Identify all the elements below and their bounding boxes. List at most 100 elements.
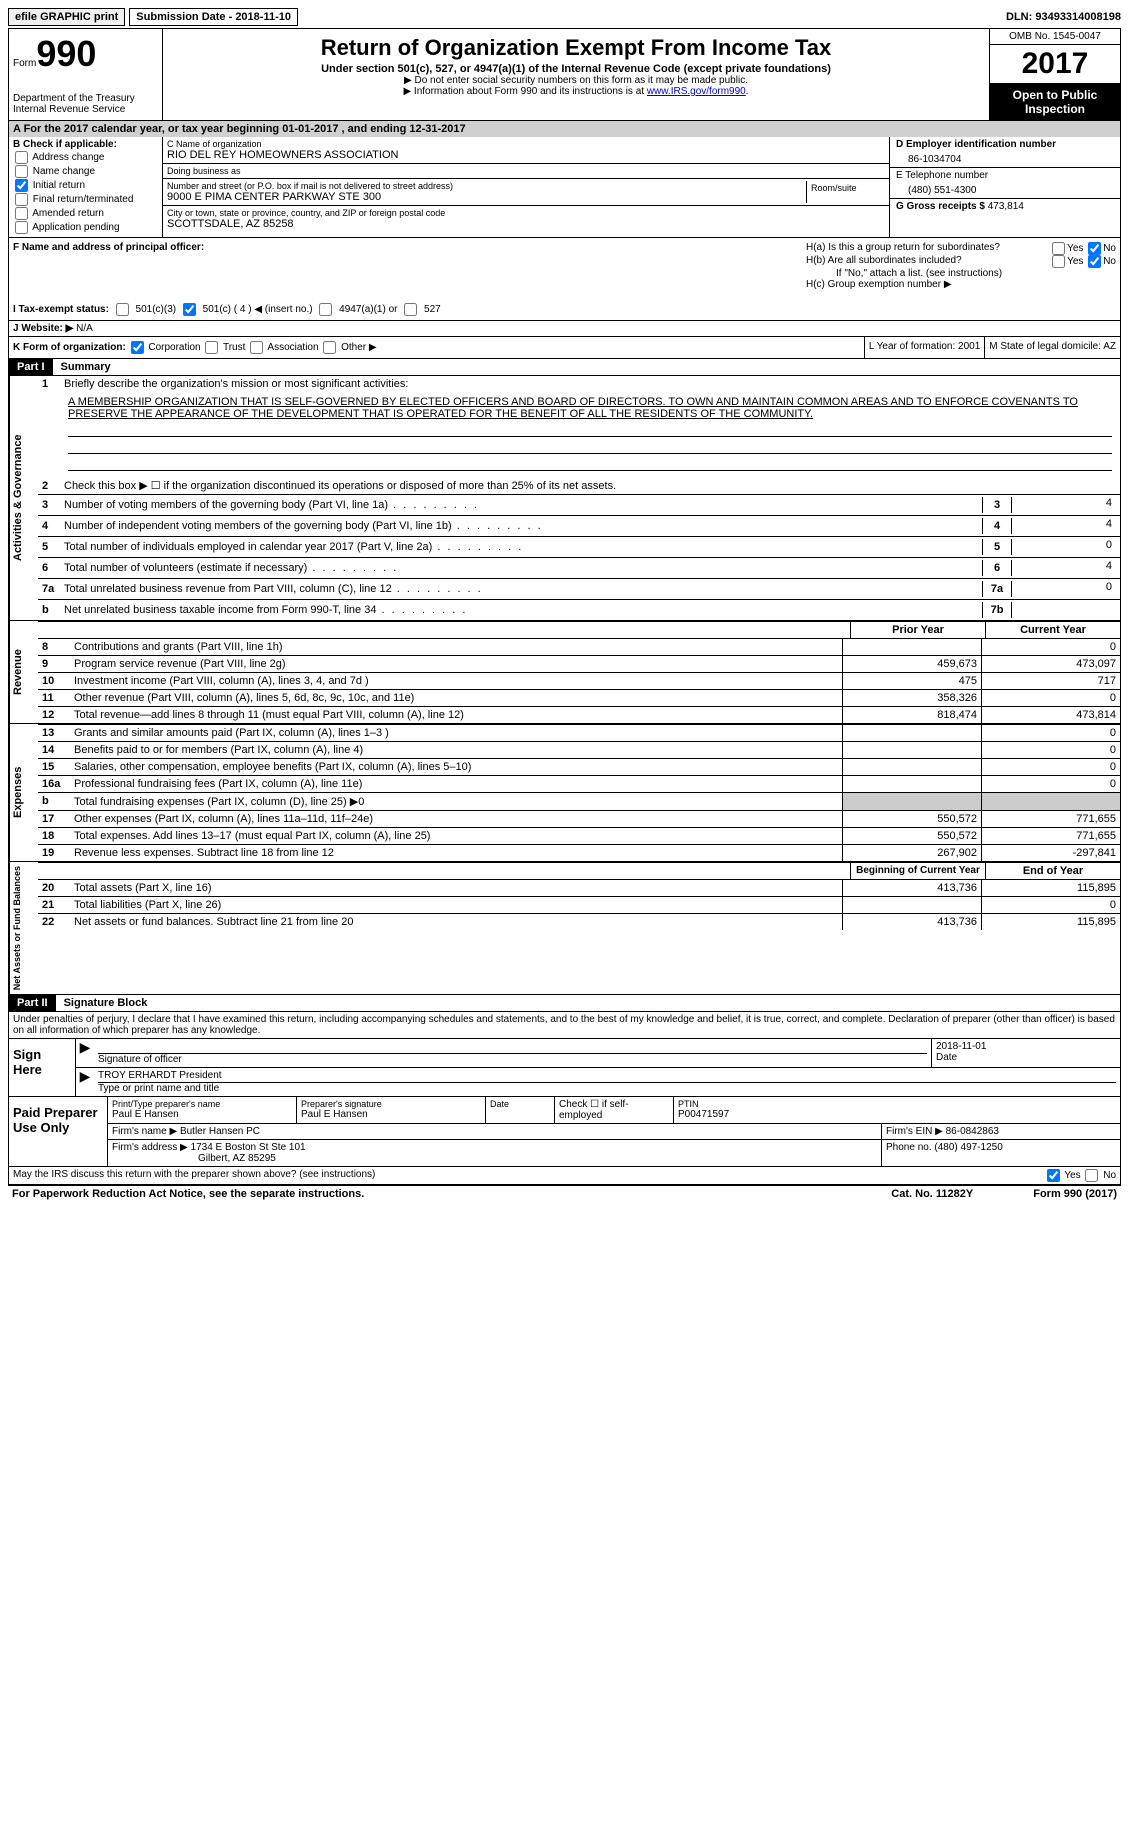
mission-text: A MEMBERSHIP ORGANIZATION THAT IS SELF-G… xyxy=(68,396,1078,420)
summary-line: 6Total number of volunteers (estimate if… xyxy=(38,557,1120,578)
tax-exempt-label: I Tax-exempt status: xyxy=(13,304,109,315)
firm-addr1: 1734 E Boston St Ste 101 xyxy=(191,1142,306,1153)
ein-label: D Employer identification number xyxy=(896,139,1114,150)
colb-checkbox-item[interactable]: Name change xyxy=(13,165,158,178)
officer-name: TROY ERHARDT President xyxy=(98,1070,1116,1083)
prep-name: Paul E Hansen xyxy=(112,1109,292,1120)
form-org-label: K Form of organization: xyxy=(13,342,126,353)
part1-header: Part I xyxy=(9,359,53,375)
exp-section: Expenses 13Grants and similar amounts pa… xyxy=(8,724,1121,862)
tax-status-checkbox[interactable] xyxy=(319,303,332,316)
net-side-label: Net Assets or Fund Balances xyxy=(9,862,38,994)
state-domicile: M State of legal domicile: AZ xyxy=(984,337,1120,358)
part2-header: Part II xyxy=(9,995,56,1011)
city-label: City or town, state or province, country… xyxy=(167,208,885,218)
sig-block-title: Signature Block xyxy=(56,995,156,1011)
part2-row: Part II Signature Block xyxy=(8,995,1121,1012)
hint-info: ▶ Information about Form 990 and its ins… xyxy=(403,86,646,97)
summary-line: bNet unrelated business taxable income f… xyxy=(38,599,1120,620)
colb-checkbox-item[interactable]: Initial return xyxy=(13,179,158,192)
summary-line: 14Benefits paid to or for members (Part … xyxy=(38,741,1120,758)
gov-side-label: Activities & Governance xyxy=(9,376,38,620)
prep-date-label: Date xyxy=(490,1099,550,1109)
hb-no-checkbox[interactable] xyxy=(1088,255,1101,268)
org-form-checkbox[interactable] xyxy=(323,341,336,354)
firm-name-label: Firm's name ▶ xyxy=(112,1126,177,1137)
summary-line: 11Other revenue (Part VIII, column (A), … xyxy=(38,689,1120,706)
blank-line xyxy=(68,439,1112,454)
room-label: Room/suite xyxy=(807,181,885,203)
col-b-checkboxes: B Check if applicable: Address change Na… xyxy=(9,137,163,237)
cat-no: Cat. No. 11282Y xyxy=(891,1188,973,1200)
form-subtitle: Under section 501(c), 527, or 4947(a)(1)… xyxy=(171,63,981,75)
block-fh: F Name and address of principal officer:… xyxy=(8,238,1121,321)
sign-here-label: Sign Here xyxy=(9,1039,76,1096)
prep-sig: Paul E Hansen xyxy=(301,1109,481,1120)
colb-checkbox-item[interactable]: Application pending xyxy=(13,221,158,234)
org-form-checkbox[interactable] xyxy=(205,341,218,354)
org-name-label: C Name of organization xyxy=(167,139,885,149)
pra-notice: For Paperwork Reduction Act Notice, see … xyxy=(12,1188,891,1200)
tax-year: 2017 xyxy=(990,45,1120,84)
firm-phone: (480) 497-1250 xyxy=(934,1142,1002,1153)
irs-link[interactable]: www.IRS.gov/form990 xyxy=(647,86,746,97)
summary-line: 19Revenue less expenses. Subtract line 1… xyxy=(38,844,1120,861)
prior-year-header: Prior Year xyxy=(850,622,985,638)
summary-line: 18Total expenses. Add lines 13–17 (must … xyxy=(38,827,1120,844)
summary-line: 21Total liabilities (Part X, line 26)0 xyxy=(38,896,1120,913)
hb-note: If "No," attach a list. (see instruction… xyxy=(806,268,1116,279)
org-form-checkbox[interactable] xyxy=(131,341,144,354)
row-j-website: J Website: ▶ N/A xyxy=(8,321,1121,337)
footer: For Paperwork Reduction Act Notice, see … xyxy=(8,1185,1121,1202)
discuss-yes-checkbox[interactable] xyxy=(1047,1169,1060,1182)
street-value: 9000 E PIMA CENTER PARKWAY STE 300 xyxy=(167,191,806,203)
ha-label: H(a) Is this a group return for subordin… xyxy=(806,242,1000,253)
ptin-value: P00471597 xyxy=(678,1109,1116,1120)
row-a-tax-year: A For the 2017 calendar year, or tax yea… xyxy=(8,121,1121,137)
ein-value: 86-1034704 xyxy=(896,150,1114,165)
discuss-no-checkbox[interactable] xyxy=(1085,1169,1098,1182)
net-section: Net Assets or Fund Balances Beginning of… xyxy=(8,862,1121,995)
city-value: SCOTTSDALE, AZ 85258 xyxy=(167,218,885,230)
tax-status-checkbox[interactable] xyxy=(183,303,196,316)
irs-label: Internal Revenue Service xyxy=(13,104,158,115)
efile-btn[interactable]: efile GRAPHIC print xyxy=(8,8,125,26)
dln: DLN: 93493314008198 xyxy=(1006,11,1121,23)
tax-status-checkbox[interactable] xyxy=(116,303,129,316)
summary-line: 5Total number of individuals employed in… xyxy=(38,536,1120,557)
line2-text: Check this box ▶ ☐ if the organization d… xyxy=(64,479,1116,492)
rev-side-label: Revenue xyxy=(9,621,38,723)
exp-side-label: Expenses xyxy=(9,724,38,861)
form-label: Form xyxy=(13,58,36,69)
prep-name-label: Print/Type preparer's name xyxy=(112,1099,292,1109)
officer-sig-label: Signature of officer xyxy=(98,1054,927,1065)
arrow-icon: ▶ xyxy=(76,1068,94,1096)
ha-yes-checkbox[interactable] xyxy=(1052,242,1065,255)
top-bar: efile GRAPHIC print Submission Date - 20… xyxy=(8,8,1121,26)
self-employed: Check ☐ if self-employed xyxy=(555,1097,674,1123)
officer-name-label: Type or print name and title xyxy=(98,1083,1116,1094)
org-form-checkbox[interactable] xyxy=(250,341,263,354)
hint-ssn: ▶ Do not enter social security numbers o… xyxy=(171,75,981,86)
gross-label: G Gross receipts $ xyxy=(896,201,985,212)
colb-checkbox-item[interactable]: Address change xyxy=(13,151,158,164)
summary-line: 3Number of voting members of the governi… xyxy=(38,494,1120,515)
firm-addr2: Gilbert, AZ 85295 xyxy=(112,1153,877,1164)
summary-line: bTotal fundraising expenses (Part IX, co… xyxy=(38,792,1120,810)
colb-checkbox-item[interactable]: Final return/terminated xyxy=(13,193,158,206)
paid-preparer-label: Paid Preparer Use Only xyxy=(9,1097,108,1166)
colb-checkbox-item[interactable]: Amended return xyxy=(13,207,158,220)
form-title: Return of Organization Exempt From Incom… xyxy=(171,35,981,61)
signature-block: Under penalties of perjury, I declare th… xyxy=(8,1012,1121,1185)
phone-value: (480) 551-4300 xyxy=(896,181,1114,196)
firm-ein: 86-0842863 xyxy=(946,1126,999,1137)
dba-label: Doing business as xyxy=(167,166,885,176)
year-formation: L Year of formation: 2001 xyxy=(864,337,984,358)
tax-status-checkbox[interactable] xyxy=(404,303,417,316)
phone-label: E Telephone number xyxy=(896,170,1114,181)
form-header: Form 990 Department of the Treasury Inte… xyxy=(8,28,1121,121)
current-year-header: Current Year xyxy=(985,622,1120,638)
hb-label: H(b) Are all subordinates included? xyxy=(806,255,962,266)
hb-yes-checkbox[interactable] xyxy=(1052,255,1065,268)
ha-no-checkbox[interactable] xyxy=(1088,242,1101,255)
